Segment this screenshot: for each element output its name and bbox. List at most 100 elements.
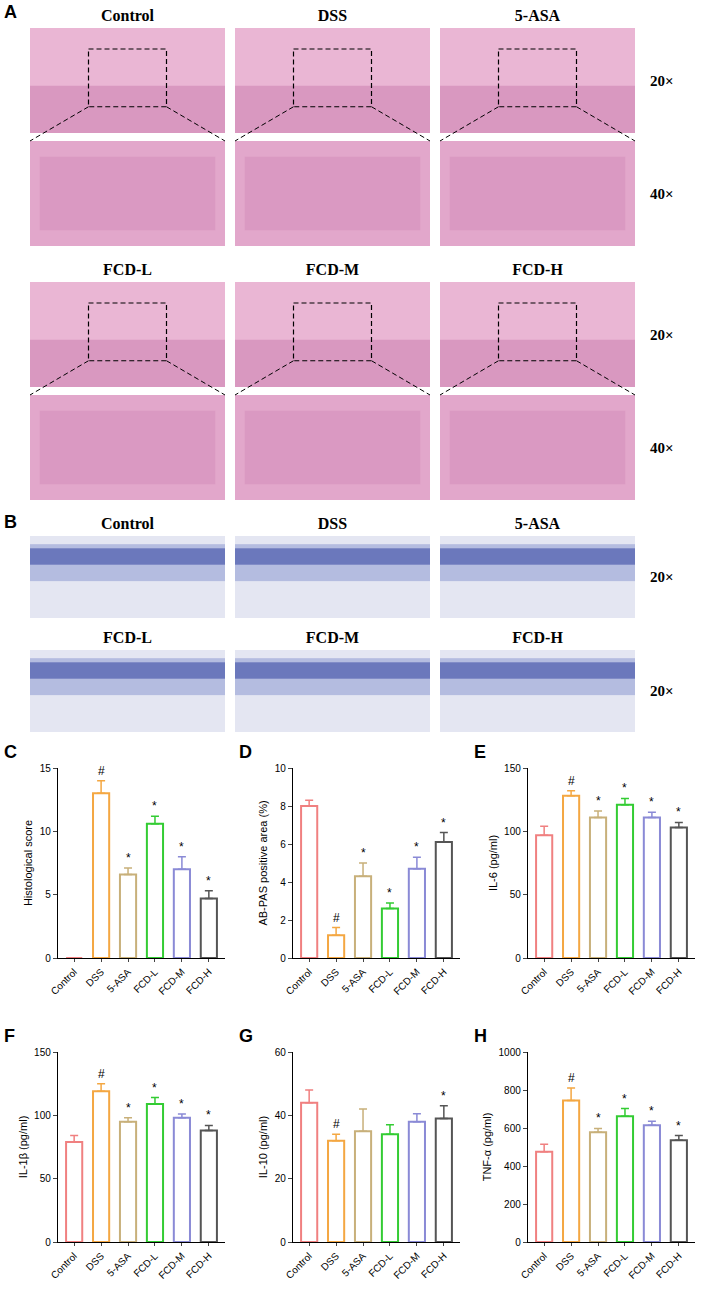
svg-text:100: 100 [34,1110,51,1121]
svg-text:#: # [333,1117,340,1131]
svg-text:Control: Control [49,966,80,997]
svg-text:IL-10 (pg/ml): IL-10 (pg/ml) [257,1116,269,1178]
svg-text:*: * [361,846,366,860]
svg-text:800: 800 [504,1085,521,1096]
svg-text:DSS: DSS [84,966,107,989]
svg-text:200: 200 [504,1199,521,1210]
svg-text:*: * [387,886,392,900]
svg-text:*: * [596,794,601,808]
svg-text:0: 0 [45,953,51,964]
svg-text:5-ASA: 5-ASA [340,1250,368,1278]
svg-text:1000: 1000 [499,1047,522,1058]
svg-text:*: * [676,805,681,819]
svg-text:Control: Control [284,1250,315,1281]
svg-text:FCD-L: FCD-L [601,966,630,995]
svg-text:*: * [126,1101,131,1115]
svg-text:FCD-H: FCD-H [184,1250,214,1280]
svg-text:Control: Control [284,966,315,997]
svg-text:DSS: DSS [84,1250,107,1273]
svg-text:0: 0 [280,953,286,964]
svg-text:40×: 40× [650,186,674,202]
svg-text:FCD-H: FCD-H [654,1250,684,1280]
svg-text:60: 60 [275,1047,287,1058]
svg-text:Control: Control [49,1250,80,1281]
svg-text:#: # [568,774,575,788]
svg-text:Control: Control [101,7,155,24]
svg-text:*: * [676,1119,681,1133]
svg-text:#: # [98,764,105,778]
svg-text:*: * [206,874,211,888]
svg-text:AB-PAS positive area (%): AB-PAS positive area (%) [257,800,269,925]
svg-text:FCD-H: FCD-H [184,966,214,996]
svg-text:5-ASA: 5-ASA [575,966,603,994]
svg-text:FCD-H: FCD-H [654,966,684,996]
svg-text:40: 40 [275,1110,287,1121]
svg-text:5-ASA: 5-ASA [515,515,561,532]
svg-text:FCD-L: FCD-L [366,966,395,995]
svg-text:40×: 40× [650,440,674,456]
svg-text:FCD-M: FCD-M [626,966,657,997]
svg-text:DSS: DSS [554,966,577,989]
svg-text:DSS: DSS [319,1250,342,1273]
svg-text:*: * [126,851,131,865]
svg-text:150: 150 [504,763,521,774]
svg-text:TNF-α (pg/ml): TNF-α (pg/ml) [481,1113,493,1182]
svg-text:#: # [333,911,340,925]
svg-text:100: 100 [504,826,521,837]
svg-text:FCD-M: FCD-M [626,1250,657,1281]
svg-text:*: * [179,840,184,854]
svg-text:400: 400 [504,1161,521,1172]
svg-text:5-ASA: 5-ASA [575,1250,603,1278]
svg-text:5-ASA: 5-ASA [105,1250,133,1278]
svg-text:20×: 20× [650,73,674,89]
svg-text:4: 4 [280,877,286,888]
svg-text:FCD-L: FCD-L [103,261,152,278]
svg-text:IL-6 (pg/ml): IL-6 (pg/ml) [487,835,499,891]
svg-text:FCD-M: FCD-M [306,629,359,646]
svg-text:*: * [441,1089,446,1103]
svg-text:5-ASA: 5-ASA [105,966,133,994]
svg-text:FCD-M: FCD-M [391,1250,422,1281]
svg-text:FCD-H: FCD-H [419,1250,449,1280]
svg-text:50: 50 [510,889,522,900]
svg-text:#: # [568,1071,575,1085]
svg-text:5: 5 [45,889,51,900]
svg-text:5-ASA: 5-ASA [340,966,368,994]
svg-text:*: * [622,781,627,795]
svg-text:150: 150 [34,1047,51,1058]
svg-text:10: 10 [275,763,287,774]
svg-text:10: 10 [40,826,52,837]
svg-text:0: 0 [280,1237,286,1248]
svg-text:FCD-L: FCD-L [131,966,160,995]
svg-text:50: 50 [40,1173,52,1184]
svg-text:FCD-M: FCD-M [306,261,359,278]
svg-text:Control: Control [519,966,550,997]
svg-text:FCD-L: FCD-L [366,1250,395,1279]
svg-text:FCD-L: FCD-L [601,1250,630,1279]
svg-text:FCD-M: FCD-M [156,1250,187,1281]
svg-text:#: # [98,1067,105,1081]
svg-text:FCD-L: FCD-L [131,1250,160,1279]
svg-text:*: * [414,840,419,854]
svg-text:FCD-H: FCD-H [512,629,563,646]
svg-text:0: 0 [515,1237,521,1248]
svg-text:0: 0 [45,1237,51,1248]
svg-text:FCD-H: FCD-H [512,261,563,278]
svg-text:FCD-H: FCD-H [419,966,449,996]
svg-text:Histological score: Histological score [22,820,34,906]
svg-text:*: * [649,795,654,809]
svg-text:Control: Control [519,1250,550,1281]
svg-text:2: 2 [280,915,286,926]
svg-text:20×: 20× [650,569,674,585]
svg-text:*: * [622,1092,627,1106]
svg-text:*: * [179,1097,184,1111]
svg-text:20: 20 [275,1173,287,1184]
svg-text:600: 600 [504,1123,521,1134]
svg-text:FCD-M: FCD-M [156,966,187,997]
svg-text:20×: 20× [650,683,674,699]
svg-text:DSS: DSS [318,515,347,532]
svg-text:Control: Control [101,515,155,532]
svg-text:8: 8 [280,801,286,812]
svg-text:FCD-L: FCD-L [103,629,152,646]
svg-text:*: * [649,1104,654,1118]
